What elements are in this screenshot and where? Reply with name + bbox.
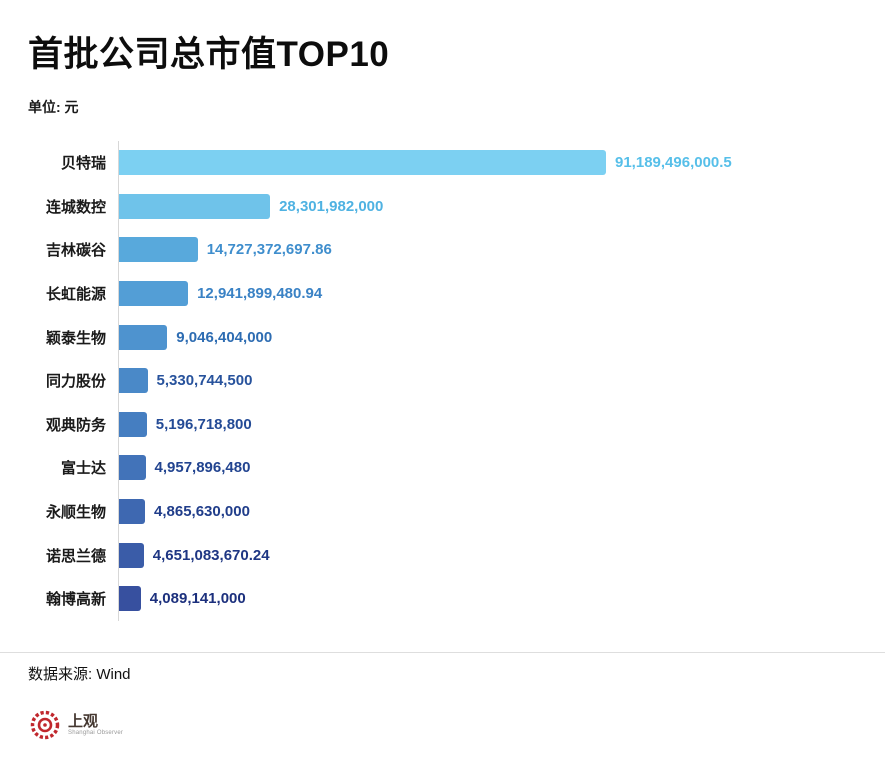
chart-row: 贝特瑞 91,189,496,000.5 [28,141,857,185]
footer-divider [0,652,885,653]
bar-area: 5,196,718,800 [118,402,857,447]
bar [119,455,146,481]
bar [119,193,271,219]
bar [119,237,198,263]
value-label: 9,046,404,000 [176,328,273,346]
category-label: 观典防务 [45,416,106,434]
category-label: 长虹能源 [45,286,106,304]
category-label: 翰博高新 [45,591,106,609]
logo-text-block: 上观 Shanghai Observer [68,712,124,737]
chart-row: 富士达 4,957,896,480 [28,446,857,490]
category-label: 永顺生物 [45,504,106,522]
chart-title: 首批公司总市值TOP10 [28,35,390,74]
value-label: 4,651,083,670.24 [152,546,270,564]
bar-area: 14,727,372,697.86 [118,228,857,272]
bar [119,411,147,437]
value-label: 91,189,496,000.5 [615,154,732,172]
chart-row: 永顺生物 4,865,630,000 [28,489,857,534]
category-label: 吉林碳谷 [45,242,106,260]
chart-row: 颖泰生物 9,046,404,000 [28,315,857,359]
value-label: 12,941,899,480.94 [197,285,323,303]
bar-area: 4,651,083,670.24 [118,533,857,577]
category-label: 诺思兰德 [45,547,106,565]
category-label: 同力股份 [45,373,106,391]
value-label: 5,330,744,500 [156,372,253,390]
chart-row: 连城数控 28,301,982,000 [28,184,857,229]
shanghai-observer-logo-icon [30,710,60,740]
bar-area: 12,941,899,480.94 [118,271,857,316]
category-label: 颖泰生物 [45,329,106,347]
category-label: 富士达 [60,460,106,478]
chart-content: 首批公司总市值TOP10 单位: 元 贝特瑞 91,189,496,000.5 连城… [28,35,857,621]
value-label: 4,957,896,480 [154,459,251,477]
category-label: 贝特瑞 [60,155,106,173]
bar [119,281,189,307]
unit-label: 单位: 元 [28,99,79,115]
bar-area: 28,301,982,000 [118,184,857,229]
value-label: 14,727,372,697.86 [206,241,332,259]
bar [119,150,606,176]
bar [119,499,145,525]
bar-area: 4,957,896,480 [118,446,857,490]
logo-subtitle: Shanghai Observer [68,730,124,737]
chart-row: 同力股份 5,330,744,500 [28,358,857,403]
logo: 上观 Shanghai Observer [30,710,123,740]
bar [119,586,141,612]
bar [119,324,168,350]
chart-row: 长虹能源 12,941,899,480.94 [28,271,857,316]
data-source-label: 数据来源: Wind [28,666,131,683]
chart-row: 观典防务 5,196,718,800 [28,402,857,447]
value-label: 4,089,141,000 [149,590,246,608]
chart-row: 吉林碳谷 14,727,372,697.86 [28,228,857,272]
bar [119,542,144,568]
chart-rows: 贝特瑞 91,189,496,000.5 连城数控 28,301,982,000 吉林碳… [28,141,857,621]
bar-area: 5,330,744,500 [118,358,857,403]
chart-row: 诺思兰德 4,651,083,670.24 [28,533,857,577]
bar [119,368,148,394]
bar-area: 91,189,496,000.5 [118,141,857,185]
bar-area: 4,089,141,000 [118,576,857,621]
value-label: 5,196,718,800 [155,415,252,433]
category-label: 连城数控 [45,198,106,216]
bar-chart: 贝特瑞 91,189,496,000.5 连城数控 28,301,982,000 吉林碳… [28,141,857,621]
logo-text: 上观 [68,712,99,730]
chart-row: 翰博高新 4,089,141,000 [28,576,857,621]
bar-area: 4,865,630,000 [118,489,857,534]
value-label: 28,301,982,000 [279,197,384,215]
value-label: 4,865,630,000 [154,503,250,521]
bar-area: 9,046,404,000 [118,315,857,359]
